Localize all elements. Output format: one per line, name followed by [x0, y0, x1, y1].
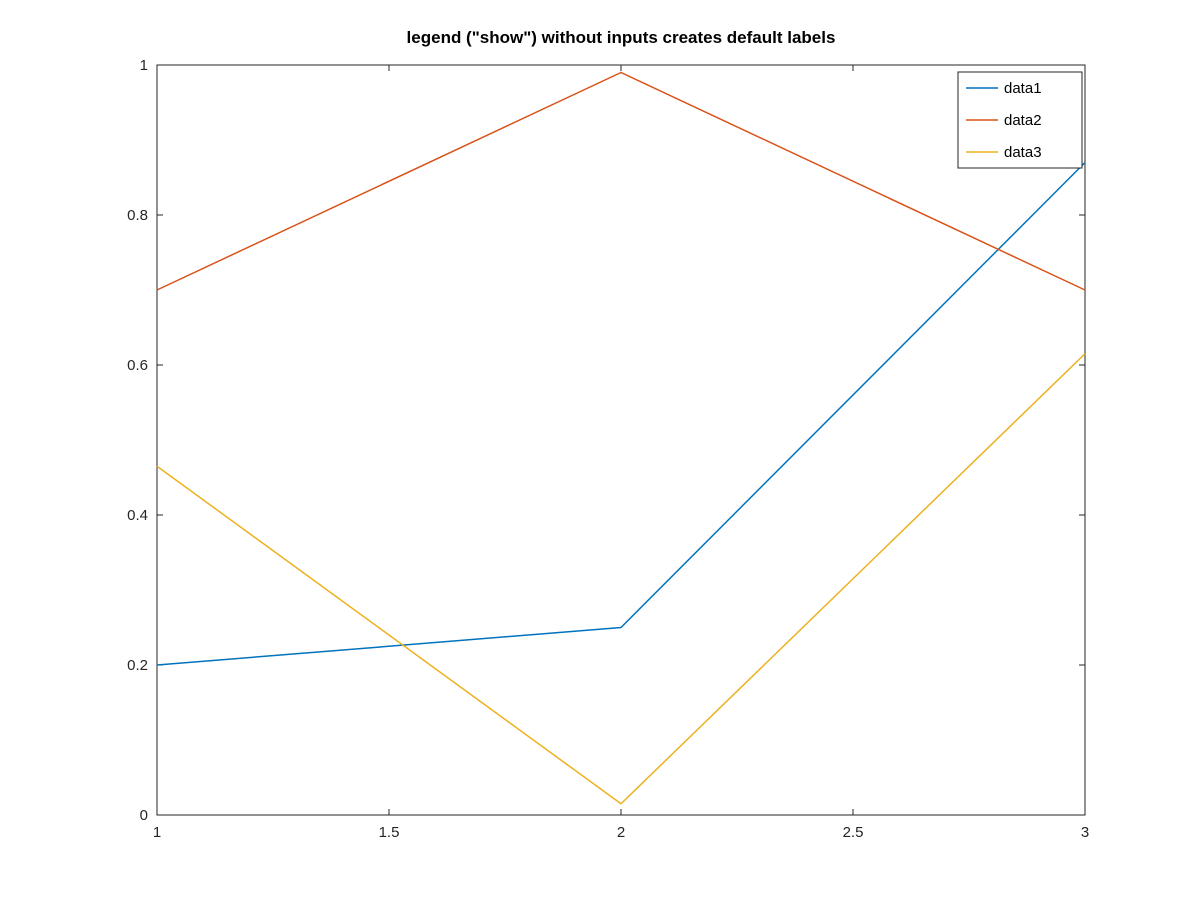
legend-label-data3: data3 [1004, 144, 1042, 161]
x-axis-tick-label: 2 [617, 824, 625, 841]
y-axis-tick-label: 0.2 [127, 657, 148, 674]
y-axis-tick-label: 0 [140, 807, 148, 824]
y-axis-tick-label: 0.4 [127, 507, 148, 524]
x-axis-tick-label: 2.5 [843, 824, 864, 841]
y-axis-tick-label: 1 [140, 57, 148, 74]
chart-title: legend ("show") without inputs creates d… [406, 28, 836, 47]
x-axis-tick-label: 1.5 [379, 824, 400, 841]
y-axis-tick-label: 0.8 [127, 207, 148, 224]
legend-label-data1: data1 [1004, 80, 1042, 97]
series-data2-line [156, 71, 1086, 291]
series-data1-line [156, 161, 1086, 666]
series-data3-line [156, 353, 1086, 805]
axes-box [156, 64, 1086, 816]
x-axis-tick-label: 1 [153, 824, 161, 841]
legend-label-data2: data2 [1004, 112, 1042, 129]
x-axis-tick-label: 3 [1081, 824, 1089, 841]
y-axis-tick-label: 0.6 [127, 357, 148, 374]
